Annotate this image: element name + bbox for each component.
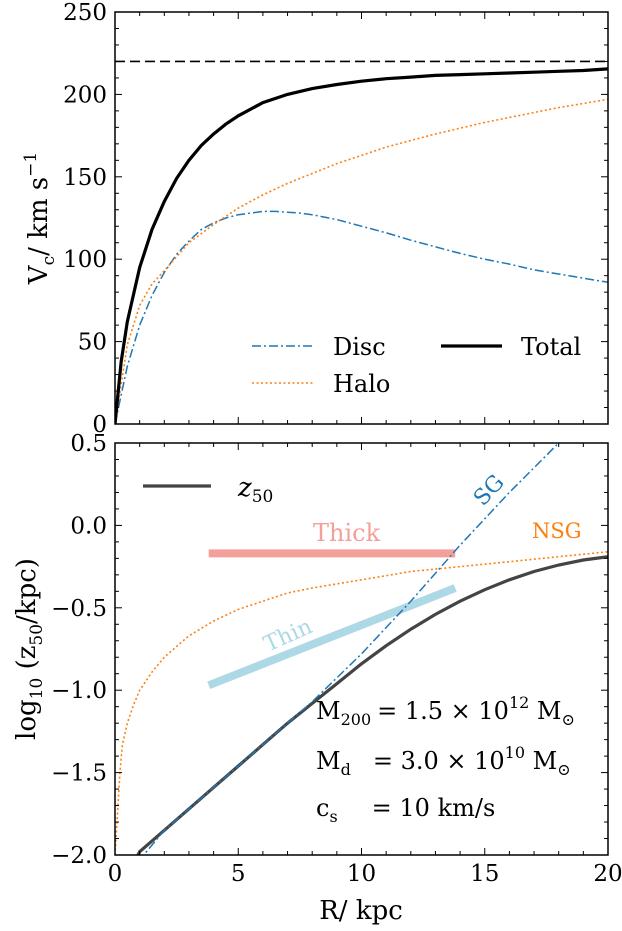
legend-halo-label: Halo (333, 370, 390, 398)
y-tick-label: 100 (63, 247, 107, 273)
halo-curve (115, 98, 608, 424)
top-legend: Disc Halo Total (252, 333, 581, 398)
nsg-curve (115, 551, 608, 855)
legend-z50-label: z50 (237, 473, 273, 507)
top-panel: 0 50 100 150 200 250 Vc/ km s−1 Disc Halo Tot… (21, 0, 609, 438)
top-panel-frame (114, 11, 609, 425)
y-tick-label: 50 (78, 330, 107, 356)
bottom-x-tick-labels: 0 5 10 15 20 (108, 861, 622, 887)
z50-curve (136, 555, 608, 855)
y-tick-label: −1.5 (51, 761, 107, 787)
bottom-panel-ticks (114, 442, 609, 856)
y-tick-label: 200 (63, 82, 107, 108)
total-curve (115, 67, 608, 424)
cs-annotation: cs = 10 km/s (316, 794, 495, 826)
bottom-legend: z50 (143, 473, 273, 507)
y-tick-label: 150 (63, 165, 107, 191)
x-tick-label: 15 (470, 861, 499, 887)
y-tick-label: 0.5 (70, 431, 107, 457)
bottom-y-axis-label: log10 (z50/kpc) (12, 558, 47, 740)
x-tick-label: 0 (108, 861, 123, 887)
legend-disc-label: Disc (333, 333, 386, 361)
x-tick-label: 20 (593, 861, 622, 887)
thick-label: Thick (313, 519, 381, 547)
bottom-panel: −2.0 −1.5 −1.0 −0.5 0.0 0.5 0 5 10 15 20 log10 (z… (12, 431, 622, 926)
y-tick-label: −1.0 (51, 678, 107, 704)
top-panel-series (115, 60, 608, 424)
m200-annotation: M200 = 1.5 × 1012 M⊙ (316, 693, 575, 729)
md-annotation: Md = 3.0 × 1010 M⊙ (316, 743, 571, 779)
x-tick-label: 5 (231, 861, 246, 887)
y-tick-label: −0.5 (51, 596, 107, 622)
sg-curve (142, 443, 560, 855)
parameter-annotations: M200 = 1.5 × 1012 M⊙ Md = 3.0 × 1010 M⊙ cs… (316, 693, 575, 826)
x-tick-label: 10 (347, 861, 376, 887)
bottom-panel-series (115, 443, 608, 855)
legend-total-label: Total (521, 333, 581, 361)
x-axis-label: R/ kpc (319, 896, 403, 926)
y-tick-label: 0.0 (70, 513, 107, 539)
top-panel-ticks (114, 11, 609, 425)
nsg-label: NSG (532, 519, 582, 543)
y-tick-label: −2.0 (51, 843, 107, 869)
top-y-axis-label: Vc/ km s−1 (21, 152, 59, 285)
y-tick-label: 0 (92, 412, 107, 438)
y-tick-label: 250 (63, 0, 107, 26)
sg-label: SG (469, 470, 510, 511)
thin-curve (207, 584, 457, 690)
bottom-y-tick-labels: −2.0 −1.5 −1.0 −0.5 0.0 0.5 (51, 431, 107, 869)
top-y-tick-labels: 0 50 100 150 200 250 (63, 0, 107, 438)
bottom-panel-frame (114, 442, 609, 856)
